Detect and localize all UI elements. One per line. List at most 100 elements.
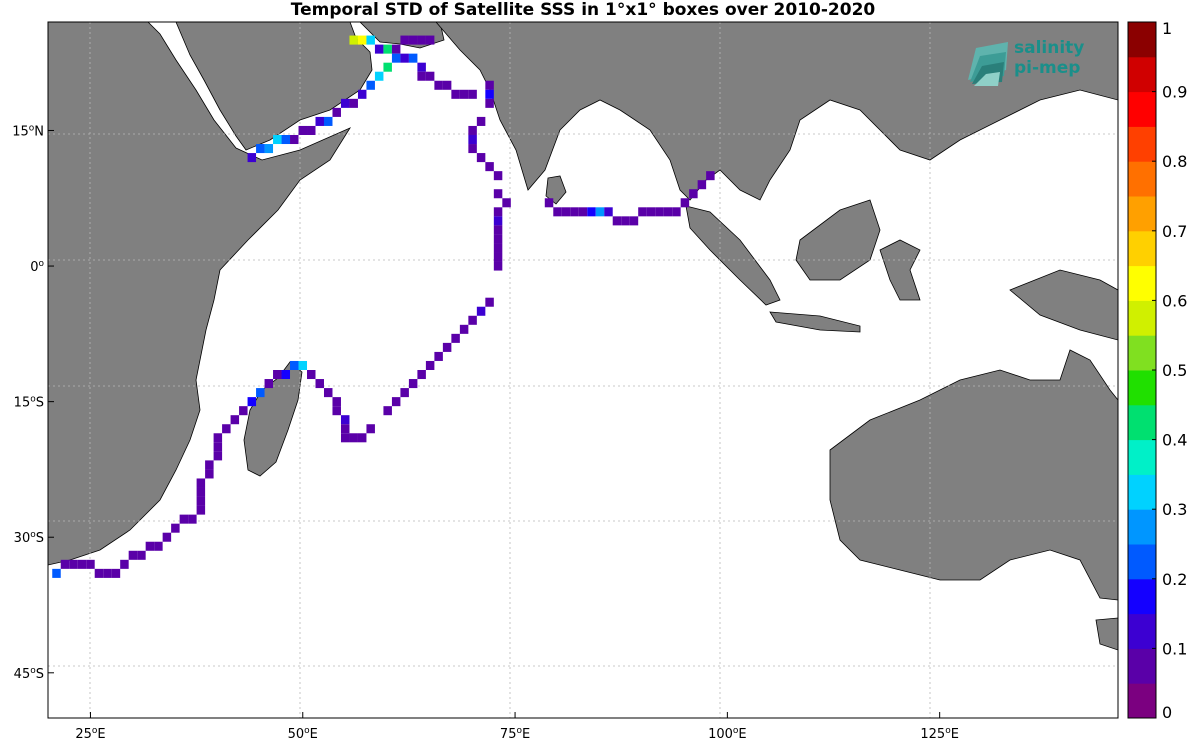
- std-cell: [459, 324, 469, 334]
- java-landmass: [769, 311, 861, 333]
- std-cell: [502, 198, 511, 208]
- std-cell: [493, 234, 503, 244]
- std-cell: [553, 207, 562, 217]
- std-cell: [400, 388, 409, 398]
- colorbar-label: 0: [1162, 703, 1172, 722]
- std-cell: [417, 62, 426, 72]
- std-cell: [706, 171, 715, 181]
- colorbar-segment: [1128, 126, 1156, 162]
- std-cell: [213, 442, 223, 452]
- std-cell: [612, 216, 622, 226]
- colorbar-label: 0.9: [1162, 83, 1187, 102]
- std-cell: [213, 433, 223, 443]
- std-cell: [493, 216, 503, 226]
- salinity-pi-mep-logo: salinity pi-mep: [966, 38, 1096, 86]
- std-cell: [493, 207, 503, 217]
- std-cell: [340, 415, 350, 425]
- std-cell: [442, 80, 452, 90]
- std-cell: [621, 216, 630, 226]
- colorbar-segment: [1128, 161, 1156, 197]
- std-cell: [485, 162, 494, 172]
- std-cell: [425, 71, 435, 81]
- std-cell: [298, 360, 308, 370]
- colorbar-segment: [1128, 22, 1156, 58]
- std-cell: [493, 243, 503, 253]
- std-cell: [408, 53, 418, 63]
- std-cell: [646, 207, 656, 217]
- std-cell: [417, 370, 426, 380]
- chart-title: Temporal STD of Satellite SSS in 1°x1° b…: [290, 0, 876, 20]
- africa-landmass: [48, 22, 352, 566]
- colorbar-segment: [1128, 683, 1156, 719]
- std-cell: [307, 125, 316, 135]
- colorbar-segment: [1128, 474, 1156, 510]
- std-cell: [171, 523, 180, 533]
- y-tick-label: 0o: [30, 259, 44, 275]
- std-cell: [179, 514, 189, 524]
- std-cell: [672, 207, 681, 217]
- std-cell: [145, 541, 155, 551]
- std-cell: [476, 306, 486, 316]
- std-cell: [689, 189, 698, 199]
- std-cell: [587, 207, 596, 217]
- std-cell: [357, 35, 367, 45]
- std-cell: [468, 144, 477, 154]
- std-cell: [357, 89, 367, 99]
- colorbar-segment: [1128, 648, 1156, 684]
- std-cell: [323, 388, 333, 398]
- x-tick-label: 25oE: [75, 726, 105, 740]
- std-cell: [264, 144, 274, 154]
- std-cell: [298, 125, 308, 135]
- std-cell: [408, 379, 418, 389]
- std-cell: [638, 207, 647, 217]
- x-tick-label: 100oE: [708, 726, 747, 740]
- std-cell: [485, 89, 494, 99]
- gridlines: [48, 22, 1118, 718]
- colorbar-segment: [1128, 230, 1156, 267]
- std-cell: [391, 397, 401, 407]
- std-cell: [77, 559, 87, 569]
- std-cell: [493, 225, 503, 235]
- std-cell: [391, 53, 401, 63]
- std-cell: [273, 134, 282, 145]
- colorbar-segment: [1128, 578, 1156, 615]
- std-cell: [434, 80, 443, 90]
- std-cell: [383, 62, 392, 72]
- colorbar-segment: [1128, 196, 1156, 232]
- x-axis-ticks: 25oE 50oE 75oE 100oE 125oE: [75, 712, 959, 740]
- std-cell: [374, 44, 384, 54]
- std-cell: [196, 496, 206, 506]
- std-cell: [697, 180, 707, 190]
- colorbar-segment: [1128, 91, 1156, 127]
- std-cell: [256, 144, 265, 154]
- std-cell: [451, 89, 460, 99]
- std-cell: [222, 424, 231, 434]
- std-cell: [340, 433, 350, 443]
- y-axis-ticks: 15oN 0o 15oS 30oS 45oS: [12, 123, 54, 682]
- std-cell: [468, 89, 477, 99]
- std-cell: [230, 415, 240, 425]
- sulawesi-landmass: [879, 239, 921, 301]
- colorbar-segment: [1128, 300, 1156, 336]
- std-cells: [52, 35, 715, 578]
- std-cell: [604, 207, 613, 217]
- y-tick-label: 15oS: [14, 395, 44, 411]
- asia-landmass: [435, 22, 1118, 201]
- std-cell: [391, 44, 401, 54]
- std-cell: [383, 406, 392, 416]
- std-cell: [120, 559, 129, 569]
- std-cell: [213, 451, 223, 461]
- std-cell: [366, 35, 375, 45]
- tasmania-landmass: [1095, 617, 1118, 651]
- std-cell: [315, 379, 324, 389]
- std-cell: [476, 153, 486, 163]
- std-cell: [468, 315, 477, 325]
- std-cell: [273, 370, 282, 380]
- std-cell: [374, 71, 384, 81]
- colorbar-label: 0.4: [1162, 431, 1187, 450]
- std-cell: [663, 207, 673, 217]
- std-cell: [417, 71, 426, 81]
- std-cell: [383, 44, 392, 54]
- std-cell: [349, 35, 358, 45]
- std-cell: [332, 107, 341, 117]
